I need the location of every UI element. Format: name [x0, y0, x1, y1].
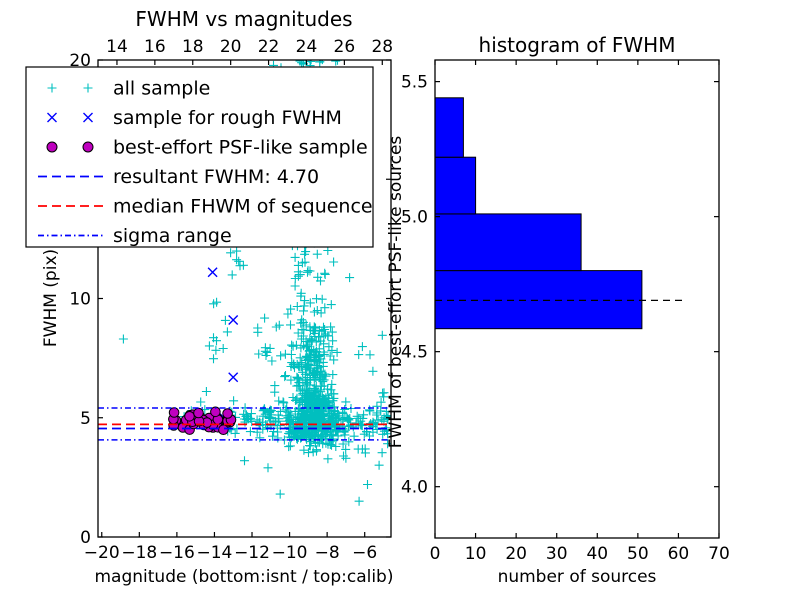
- right-plot-ylabel: FWHM of best-effort PSF-like sources: [386, 136, 406, 449]
- left-plot-data: [118, 60, 391, 506]
- right-xtick-label: 20: [505, 544, 527, 564]
- right-xtick-label: 50: [627, 544, 649, 564]
- left-plot-ylabel: FWHM (pix): [41, 249, 61, 347]
- left-xtick-label: −18: [121, 543, 157, 563]
- left-xtick-label: −10: [272, 543, 308, 563]
- left-ytick-label: 0: [80, 528, 91, 548]
- left-ytick-label: 20: [69, 51, 91, 71]
- right-plot-xlabel: number of sources: [498, 567, 657, 587]
- legend-label: sigma range: [113, 225, 232, 247]
- histogram-bar: [435, 97, 464, 158]
- left-top-xtick-label: 28: [371, 37, 393, 57]
- left-top-xtick-label: 20: [220, 37, 242, 57]
- histogram-bar: [435, 156, 477, 215]
- left-top-xtick-label: 24: [296, 37, 318, 57]
- right-xtick-label: 30: [546, 544, 568, 564]
- scatter-rough-fwhm-sample: [190, 267, 239, 428]
- left-plot-title: FWHM vs magnitudes: [135, 7, 352, 31]
- scatter-all-sample: [118, 60, 391, 506]
- left-xtick-label: −16: [159, 543, 195, 563]
- left-xtick-label: −8: [315, 543, 340, 563]
- legend-label: best-effort PSF-like sample: [113, 137, 368, 159]
- left-plot-spines: [97, 59, 392, 538]
- legend-circle-marker: [46, 141, 58, 153]
- legend-circle-marker: [82, 141, 94, 153]
- left-xtick-label: −12: [234, 543, 270, 563]
- legend: all sample sample for rough FWHM best-effo…: [25, 66, 374, 248]
- legend-label: sample for rough FWHM: [113, 107, 342, 129]
- left-top-xtick-label: 18: [182, 37, 204, 57]
- left-top-xtick-label: 22: [258, 37, 280, 57]
- legend-label: all sample: [113, 78, 210, 100]
- left-plot-xlabel: magnitude (bottom:isnt / top:calib): [95, 567, 394, 587]
- left-xtick-label: −6: [352, 543, 377, 563]
- legend-label: median FHWM of sequence: [113, 196, 373, 218]
- left-xtick-label: −20: [84, 543, 120, 563]
- right-ytick-label: 4.5: [401, 343, 428, 363]
- histogram-bars: [435, 97, 643, 330]
- left-ytick-label: 10: [69, 290, 91, 310]
- tick-labels: −20 −18 −16 −14 −12 −10 −8 −6 14 16 18 20 22 24 26 28 0 5…: [69, 37, 729, 564]
- legend-cross-marker: [47, 112, 57, 123]
- legend-plus-marker: [47, 83, 57, 93]
- histogram-bar: [435, 213, 582, 272]
- left-top-xtick-label: 16: [144, 37, 166, 57]
- legend-cross-marker: [83, 112, 93, 123]
- scatter-psf-like-sample: [168, 406, 237, 436]
- right-plot-title: histogram of FWHM: [479, 33, 676, 57]
- right-plot-spines: [434, 59, 720, 539]
- right-ytick-label: 5.0: [401, 208, 428, 228]
- legend-plus-marker: [83, 83, 93, 93]
- right-xtick-label: 10: [465, 544, 487, 564]
- right-xtick-label: 40: [586, 544, 608, 564]
- right-xtick-label: 0: [430, 544, 441, 564]
- plot-render-root: −20 −18 −16 −14 −12 −10 −8 −6 14 16 18 20 22 24 26 28 0 5…: [25, 37, 730, 564]
- right-ytick-label: 5.5: [401, 73, 428, 93]
- legend-box: [25, 66, 374, 248]
- right-ytick-label: 4.0: [401, 478, 428, 498]
- histogram-bar: [435, 270, 643, 330]
- left-top-xtick-label: 14: [106, 37, 128, 57]
- right-xtick-label: 70: [708, 544, 730, 564]
- left-ytick-label: 5: [80, 409, 91, 429]
- right-xtick-label: 60: [668, 544, 690, 564]
- left-xtick-label: −14: [197, 543, 233, 563]
- left-top-xtick-label: 26: [334, 37, 356, 57]
- legend-label: resultant FWHM: 4.70: [113, 166, 319, 188]
